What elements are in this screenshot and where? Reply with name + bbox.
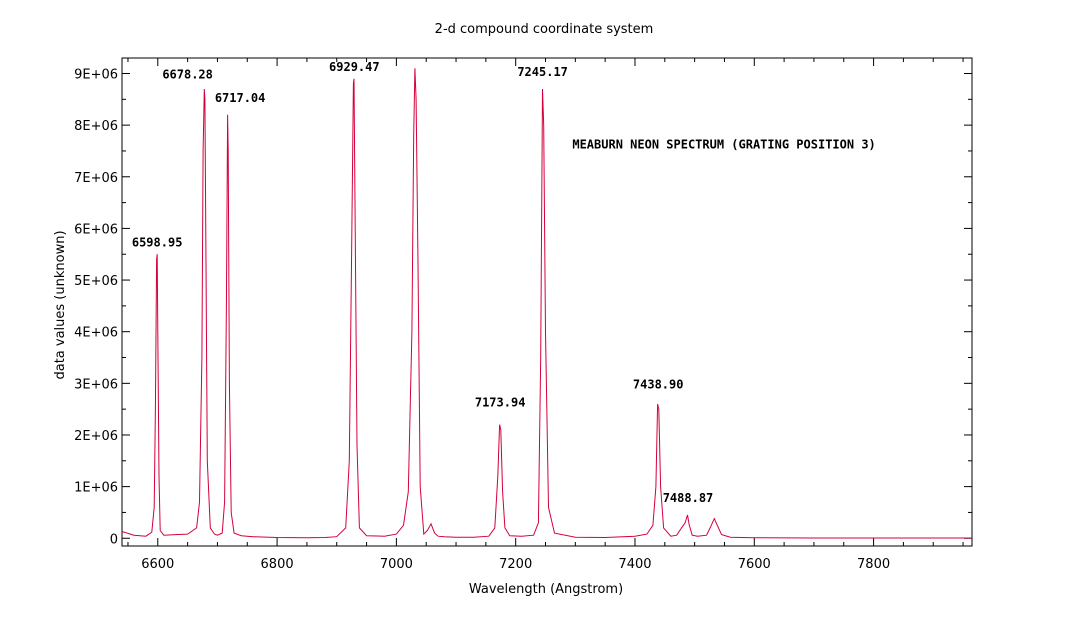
y-axis-label: data values (unknown) (53, 230, 68, 379)
y-tick-label: 9E+06 (74, 67, 118, 82)
annotation-label: 6929.47 (329, 60, 380, 74)
y-tick-label: 2E+06 (74, 429, 118, 444)
y-tick-label: 6E+06 (74, 222, 118, 237)
x-tick-label: 7000 (380, 557, 413, 572)
x-tick-label: 7400 (618, 557, 651, 572)
x-tick-label: 6800 (261, 557, 294, 572)
y-tick-label: 3E+06 (74, 377, 118, 392)
annotation-label: 6598.95 (132, 235, 183, 249)
plot-area: 6600 6800 7000 7200 7400 7600 7800 0 1E+06 2E+06 3… (74, 57, 973, 572)
annotation-label: 7173.94 (475, 396, 526, 410)
chart-title: 2-d compound coordinate system (435, 22, 654, 37)
y-tick-label: 8E+06 (74, 119, 118, 134)
x-tick-label: 7800 (857, 557, 890, 572)
y-tick-label: 1E+06 (74, 481, 118, 496)
y-tick-label: 4E+06 (74, 326, 118, 341)
y-tick-label: 5E+06 (74, 274, 118, 289)
annotation-label: 7438.90 (633, 377, 684, 391)
x-axis-label: Wavelength (Angstrom) (469, 582, 623, 597)
x-tick-label: 7600 (738, 557, 771, 572)
x-tick-label: 6600 (141, 557, 174, 572)
annotation-label: 6717.04 (215, 91, 266, 105)
x-tick-label: 7200 (499, 557, 532, 572)
y-tick-label: 7E+06 (74, 171, 118, 186)
annotation-label: 6678.28 (162, 68, 213, 82)
annotation-label: 7488.87 (663, 491, 714, 505)
spectrum-line (121, 68, 972, 539)
y-tick-label: 0 (110, 532, 118, 547)
annotation-label: MEABURN NEON SPECTRUM (GRATING POSITION … (572, 137, 875, 151)
plot-frame (121, 57, 973, 547)
annotation-label: 7245.17 (517, 65, 568, 79)
